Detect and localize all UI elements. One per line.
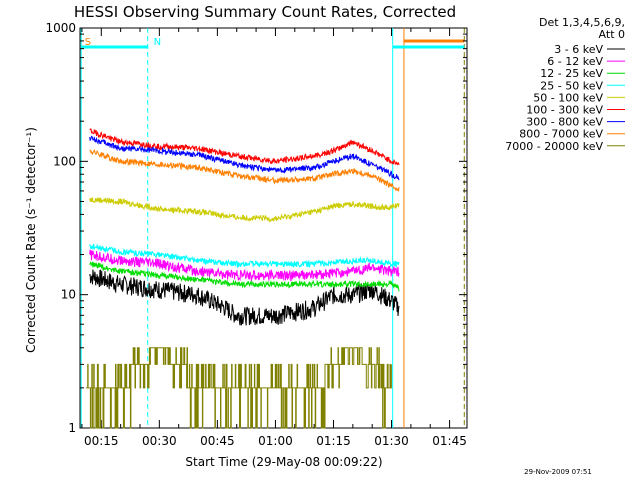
legend-label-100-300keV: 100 - 300 keV xyxy=(526,104,603,117)
series-300-800keV-line xyxy=(89,135,400,181)
legend-label-300-800keV: 300 - 800 keV xyxy=(526,116,603,129)
series-trace xyxy=(89,261,400,292)
legend-header-line-2: Att 0 xyxy=(599,28,625,41)
x-tick-label-0130: 01:30 xyxy=(374,434,409,448)
x-tick-label-0015: 00:15 xyxy=(84,434,119,448)
x-tick-label-0100: 01:00 xyxy=(258,434,293,448)
series-trace xyxy=(85,347,392,429)
series-800-7000keV-line xyxy=(89,148,400,192)
series-12-25keV-line xyxy=(89,261,400,292)
y-tick-label-100: 100 xyxy=(53,154,76,168)
x-tick-label-0115: 01:15 xyxy=(316,434,351,448)
x-tick-label-0145: 01:45 xyxy=(432,434,467,448)
series-trace xyxy=(89,128,400,166)
series-trace xyxy=(89,249,400,283)
series-3-6keV-line xyxy=(89,269,400,326)
series-100-300keV-line xyxy=(89,128,400,166)
legend-label-25-50keV: 25 - 50 keV xyxy=(540,79,603,92)
series-trace xyxy=(89,135,400,181)
chart-title: HESSI Observing Summary Count Rates, Cor… xyxy=(74,3,456,21)
legend-label-6-12keV: 6 - 12 keV xyxy=(547,55,603,68)
series-7000-20000keV-line xyxy=(85,347,392,429)
x-tick-label-0030: 00:30 xyxy=(142,434,177,448)
plot-frame xyxy=(79,27,468,429)
series-trace xyxy=(89,148,400,192)
footer-timestamp: 29-Nov-2009 07:51 xyxy=(524,468,592,476)
annotation-s: S xyxy=(85,37,91,48)
legend-header-line-1: Det 1,3,4,5,6,9, xyxy=(539,16,625,29)
y-axis-label: Corrected Count Rate (s⁻¹ detector⁻¹) xyxy=(24,127,38,353)
legend-label-3-6keV: 3 - 6 keV xyxy=(554,43,603,56)
series-trace xyxy=(89,243,400,269)
y-tick-label-10: 10 xyxy=(61,288,76,302)
y-tick-label-1: 1 xyxy=(68,421,76,435)
annotation-n: N xyxy=(154,37,161,48)
plot-area: S N 1 10 100 1000 00:15 00:30 00:45 01:00 01:15 01:… xyxy=(45,21,468,448)
x-axis-label: Start Time (29-May-08 00:09:22) xyxy=(185,455,382,469)
series-50-100keV-line xyxy=(89,197,400,223)
legend-label-800-7000keV: 800 - 7000 keV xyxy=(519,128,603,141)
x-tick-label-0045: 00:45 xyxy=(200,434,235,448)
legend-label-7000-20000keV: 7000 - 20000 keV xyxy=(505,140,603,153)
series-trace xyxy=(89,197,400,223)
series-trace xyxy=(89,269,400,326)
y-tick-label-1000: 1000 xyxy=(45,21,76,35)
series-6-12keV-line xyxy=(89,249,400,283)
legend-label-50-100keV: 50 - 100 keV xyxy=(533,91,603,104)
series-25-50keV-line xyxy=(89,243,400,269)
legend-label-12-25keV: 12 - 25 keV xyxy=(540,67,603,80)
